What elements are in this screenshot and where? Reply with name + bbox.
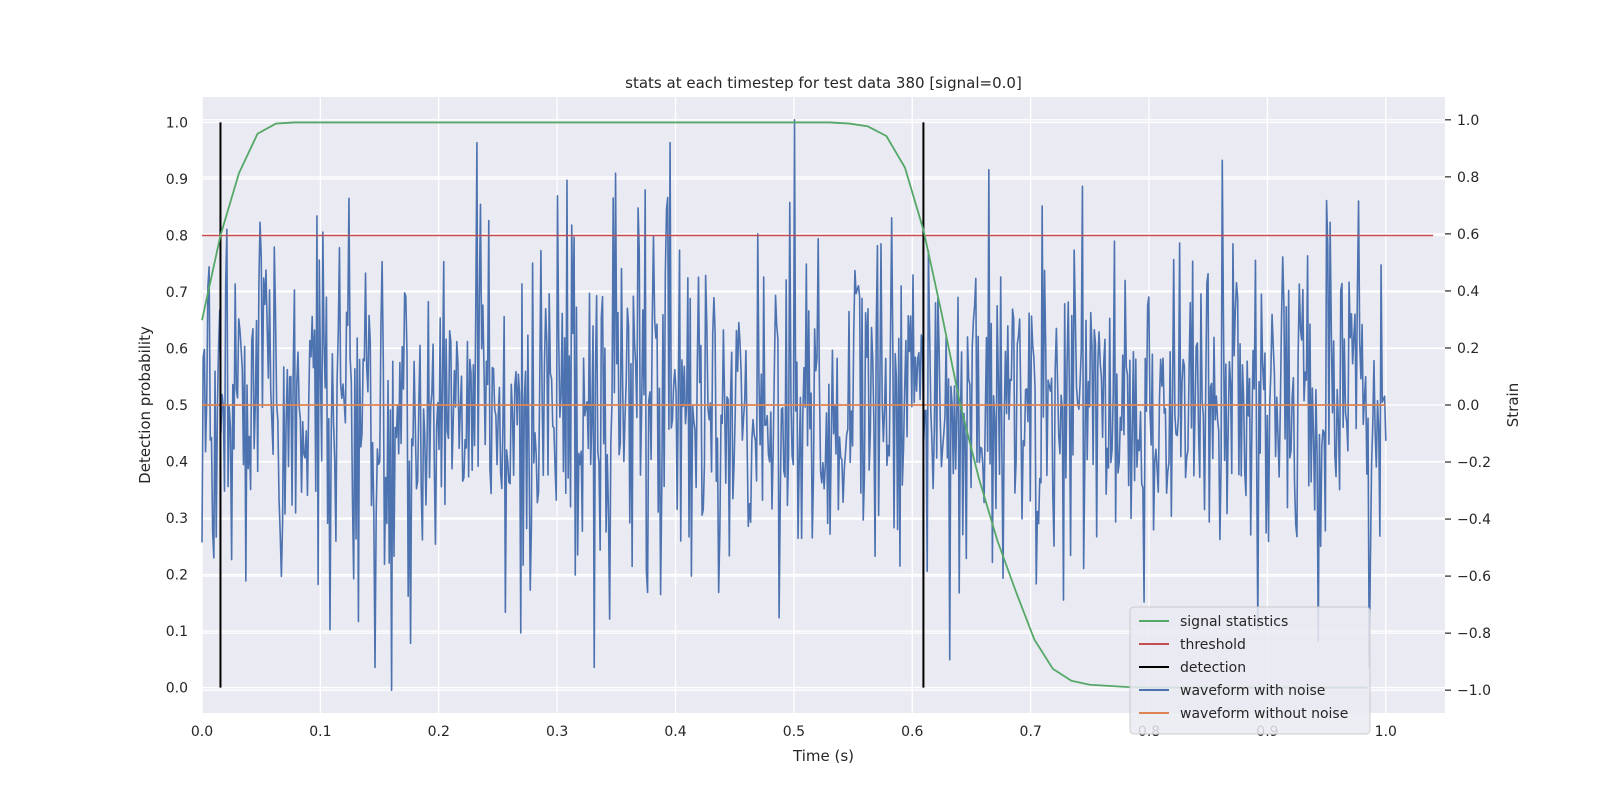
y-right-tick-label: −0.6 xyxy=(1457,569,1491,585)
y-axis-right: −1.0 −0.8 −0.6 −0.4 −0.2 0.0 0.2 0.4 0.6 0.8 1.0 xyxy=(1445,113,1491,699)
x-tick-label: 0.5 xyxy=(783,724,805,740)
y-left-tick-label: 0.6 xyxy=(166,341,188,357)
y-right-tick-label: −0.2 xyxy=(1457,455,1491,471)
legend-label: threshold xyxy=(1180,637,1246,653)
y-left-tick-label: 0.5 xyxy=(166,398,188,414)
x-tick-label: 0.7 xyxy=(1020,724,1042,740)
y-right-tick-label: −0.8 xyxy=(1457,626,1491,642)
legend-label: detection xyxy=(1180,660,1246,676)
x-tick-label: 0.0 xyxy=(191,724,213,740)
y-right-tick-label: 0.2 xyxy=(1457,341,1479,357)
x-axis-label: Time (s) xyxy=(792,747,854,765)
y-left-tick-label: 0.2 xyxy=(166,568,188,584)
x-tick-label: 1.0 xyxy=(1375,724,1397,740)
legend-frame xyxy=(1129,606,1371,735)
y-right-tick-label: 0.0 xyxy=(1457,398,1479,414)
legend-label: waveform with noise xyxy=(1180,683,1325,699)
y-left-tick-label: 1.0 xyxy=(166,115,188,131)
y-right-tick-label: 1.0 xyxy=(1457,113,1479,129)
y-left-tick-label: 0.9 xyxy=(166,172,188,188)
x-tick-label: 0.4 xyxy=(664,724,686,740)
x-tick-label: 0.6 xyxy=(901,724,923,740)
x-tick-label: 0.2 xyxy=(428,724,450,740)
y-right-tick-label: −1.0 xyxy=(1457,683,1491,699)
legend-label: waveform without noise xyxy=(1180,706,1348,722)
chart-title: stats at each timestep for test data 380… xyxy=(625,74,1022,92)
series-signal-statistics xyxy=(201,121,1368,689)
legend-label: signal statistics xyxy=(1180,614,1288,630)
y-right-tick-label: 0.8 xyxy=(1457,170,1479,186)
x-tick-label: 0.1 xyxy=(309,724,331,740)
y-right-tick-label: −0.4 xyxy=(1457,512,1491,528)
legend: signal statistics threshold detection wavef… xyxy=(1129,606,1371,735)
y-right-tick-label: 0.4 xyxy=(1457,284,1479,300)
y-left-tick-label: 0.4 xyxy=(166,455,188,471)
y-axis-right-label: Strain xyxy=(1504,383,1522,427)
y-axis-left-label: Detection probability xyxy=(136,326,154,484)
x-tick-label: 0.3 xyxy=(546,724,568,740)
y-left-tick-label: 0.1 xyxy=(166,624,188,640)
series-layer xyxy=(201,119,1434,691)
y-right-tick-label: 0.6 xyxy=(1457,227,1479,243)
y-axis-left: 0.0 0.1 0.2 0.3 0.4 0.5 0.6 0.7 0.8 0.9 1.0 xyxy=(166,115,188,696)
y-left-tick-label: 0.0 xyxy=(166,681,188,697)
y-left-tick-label: 0.7 xyxy=(166,285,188,301)
y-left-tick-label: 0.8 xyxy=(166,228,188,244)
series-waveform-with-noise xyxy=(201,119,1387,691)
y-left-tick-label: 0.3 xyxy=(166,511,188,527)
